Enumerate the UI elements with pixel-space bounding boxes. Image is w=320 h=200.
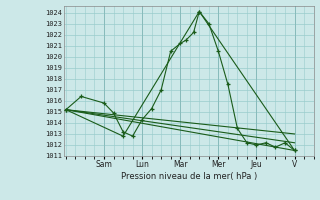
X-axis label: Pression niveau de la mer( hPa ): Pression niveau de la mer( hPa )	[121, 172, 257, 181]
